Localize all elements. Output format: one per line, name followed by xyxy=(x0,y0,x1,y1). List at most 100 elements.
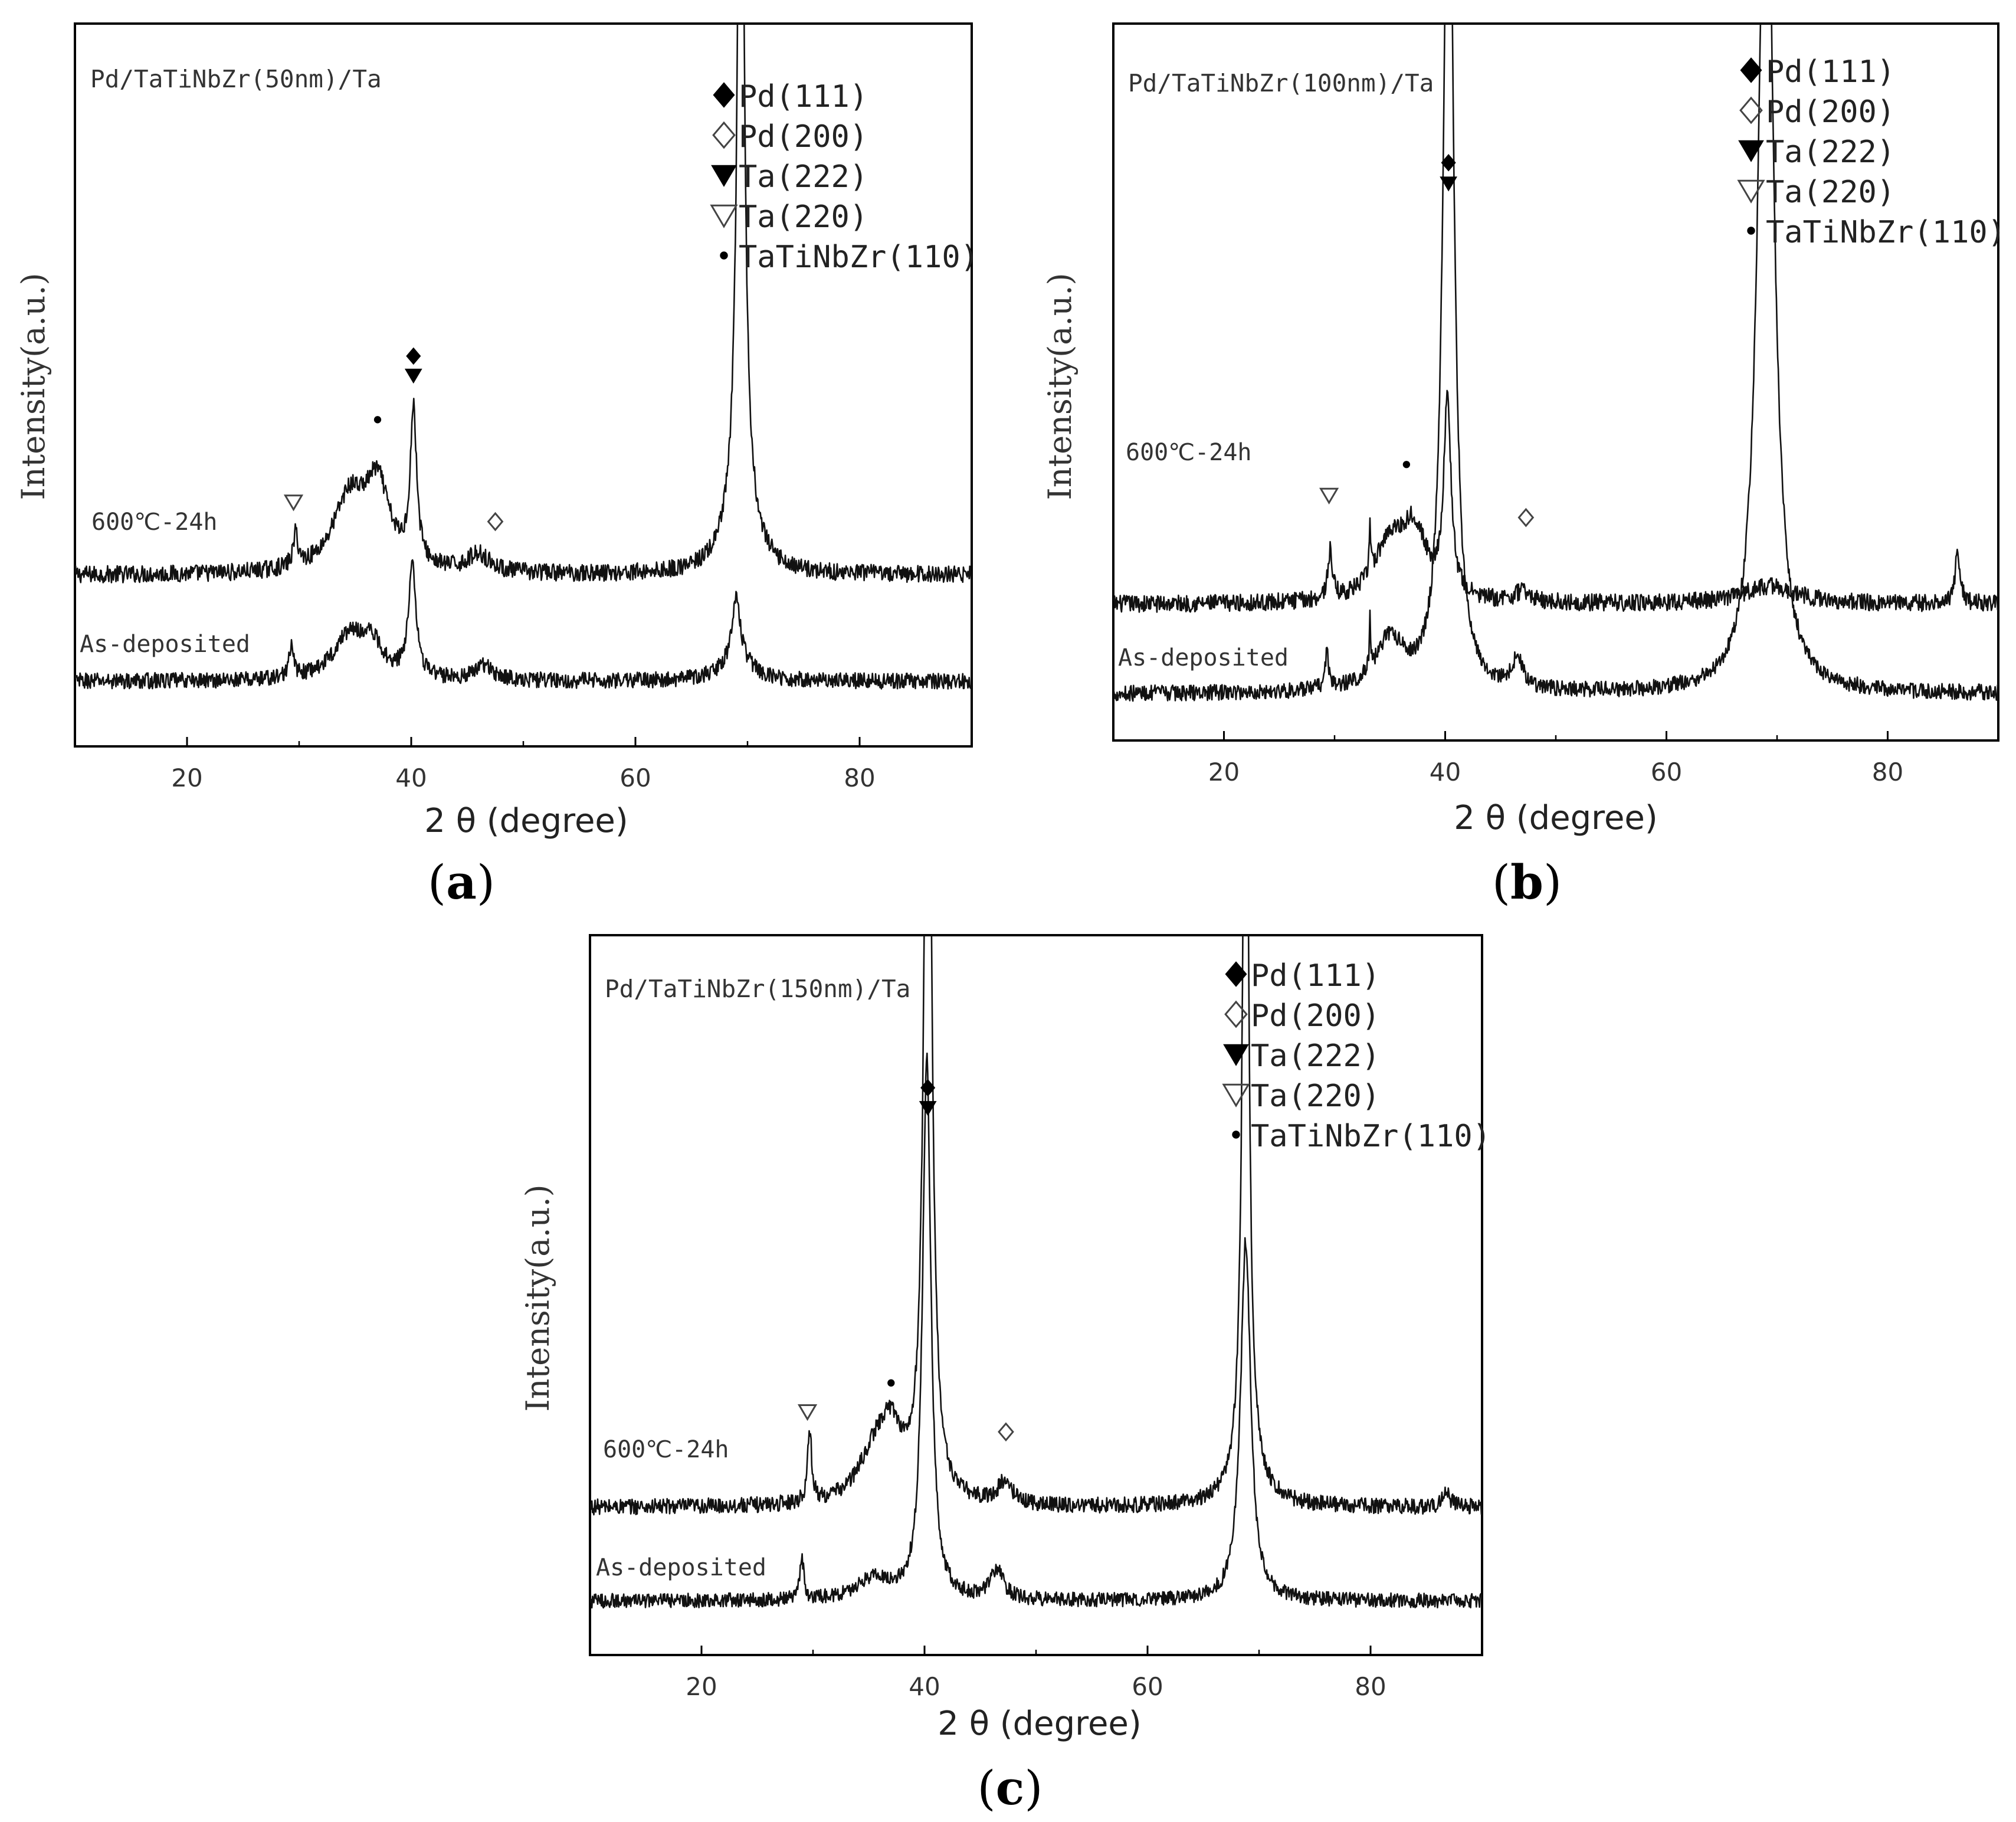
legend-label: Pd(111) xyxy=(1766,54,1895,90)
chart-title: Pd/TaTiNbZr(150nm)/Ta xyxy=(605,975,910,1003)
x-tick-label: 60 xyxy=(1132,1672,1163,1701)
legend-label: Ta(220) xyxy=(1251,1079,1380,1114)
x-tick-label: 20 xyxy=(686,1672,717,1701)
open-diamond-marker xyxy=(487,512,504,532)
open-diamond-legend-icon xyxy=(712,121,736,149)
legend-label: TaTiNbZr(110) xyxy=(1766,215,2006,250)
xrd-series-line xyxy=(1113,24,1998,702)
dot-legend-icon xyxy=(720,251,728,260)
filled-diamond-legend-icon xyxy=(713,82,735,108)
peak-annotations xyxy=(283,347,504,532)
dot-marker xyxy=(1402,461,1411,468)
open-diamond-marker xyxy=(998,1422,1014,1442)
caption-letter: c xyxy=(995,1760,1025,1816)
x-tick-label: 40 xyxy=(909,1672,940,1701)
open-triangle-down-marker xyxy=(283,494,304,512)
x-axis-label: 2 θ (degree) xyxy=(1454,799,1657,837)
x-tick-label: 80 xyxy=(1872,758,1903,787)
xrd-series-line xyxy=(75,559,972,690)
x-axis: 20 40 60 80 xyxy=(1112,731,1999,787)
caption-letter: b xyxy=(1510,854,1543,910)
series-label-as-deposited: As-deposited xyxy=(80,631,250,658)
panel-c-caption: (c) xyxy=(977,1760,1043,1816)
legend-label: TaTiNbZr(110) xyxy=(739,240,979,275)
x-tick-label: 80 xyxy=(1355,1672,1386,1701)
panel-a-caption: (a) xyxy=(427,854,496,910)
x-axis: 20 40 60 80 xyxy=(74,737,973,792)
x-axis-label: 2 θ (degree) xyxy=(937,1705,1141,1743)
series-label-as-deposited: As-deposited xyxy=(596,1554,766,1581)
open-triangle-down-legend-icon xyxy=(1222,1083,1250,1107)
series-layer xyxy=(75,24,972,690)
x-tick-label: 60 xyxy=(619,763,651,792)
dot-marker xyxy=(887,1379,895,1387)
legend-label: Ta(220) xyxy=(739,199,868,235)
legend-label: Ta(222) xyxy=(1251,1038,1380,1074)
peak-annotations xyxy=(1319,153,1535,527)
panel-b-caption: (b) xyxy=(1491,854,1562,910)
xrd-series-line xyxy=(590,935,1482,1516)
panel-c-chart: 20 40 60 80 Pd(111) Pd(200) Ta(222) Ta(220) TaT… xyxy=(519,934,1491,1743)
legend: Pd(111) Pd(200) Ta(222) Ta(220) TaTiNbZr(110… xyxy=(1222,958,1491,1154)
filled-diamond-marker xyxy=(1441,153,1456,172)
xrd-series-line xyxy=(590,1052,1482,1609)
dot-legend-icon xyxy=(1232,1130,1240,1139)
open-triangle-down-legend-icon xyxy=(1737,179,1765,204)
xrd-series-line xyxy=(75,24,972,584)
dot-marker xyxy=(373,416,382,424)
series-label-as-deposited: As-deposited xyxy=(1118,644,1289,671)
filled-triangle-down-legend-icon xyxy=(1738,140,1764,162)
legend-label: Pd(200) xyxy=(739,119,868,155)
x-axis-label: 2 θ (degree) xyxy=(424,802,628,840)
open-triangle-down-marker xyxy=(797,1404,818,1421)
filled-triangle-down-marker xyxy=(919,1101,937,1116)
y-axis-label: Intensity(a.u.) xyxy=(1041,273,1079,500)
filled-triangle-down-legend-icon xyxy=(1223,1044,1249,1066)
open-diamond-legend-icon xyxy=(1739,96,1763,124)
legend-label: Ta(222) xyxy=(1766,135,1895,170)
chart-title: Pd/TaTiNbZr(100nm)/Ta xyxy=(1128,69,1434,97)
series-label-annealed: 600℃-24h xyxy=(91,509,218,536)
series-layer xyxy=(590,935,1482,1609)
filled-diamond-legend-icon xyxy=(1740,57,1762,83)
x-tick-label: 20 xyxy=(171,763,202,792)
open-triangle-down-legend-icon xyxy=(710,204,738,228)
x-axis: 20 40 60 80 xyxy=(589,1646,1483,1701)
x-tick-label: 20 xyxy=(1208,758,1240,787)
filled-diamond-legend-icon xyxy=(1225,961,1247,987)
filled-triangle-down-marker xyxy=(1440,176,1457,192)
caption-letter: a xyxy=(446,854,477,910)
legend-label: Ta(220) xyxy=(1766,175,1895,210)
filled-diamond-marker xyxy=(920,1079,936,1097)
legend-label: Pd(200) xyxy=(1766,94,1895,130)
open-triangle-down-marker xyxy=(1319,487,1339,505)
x-tick-label: 80 xyxy=(844,763,875,792)
plot-frame xyxy=(1112,22,1999,742)
filled-triangle-down-legend-icon xyxy=(711,165,737,187)
series-layer xyxy=(1113,24,1998,702)
open-diamond-legend-icon xyxy=(1224,1000,1248,1028)
series-label-annealed: 600℃-24h xyxy=(1126,439,1252,466)
filled-diamond-marker xyxy=(406,347,421,365)
legend-label: Pd(200) xyxy=(1251,998,1380,1034)
peak-annotations xyxy=(797,1079,1014,1442)
legend-label: TaTiNbZr(110) xyxy=(1251,1119,1491,1154)
series-label-annealed: 600℃-24h xyxy=(603,1436,729,1463)
legend: Pd(111) Pd(200) Ta(222) Ta(220) TaTiNbZr(110… xyxy=(710,79,979,275)
y-axis-label: Intensity(a.u.) xyxy=(519,1184,556,1411)
xrd-series-line xyxy=(1113,389,1998,613)
x-tick-label: 40 xyxy=(1430,758,1461,787)
x-tick-label: 60 xyxy=(1651,758,1682,787)
panel-a-chart: 20 40 60 80 Pd(111) Pd(200) Ta(222) Ta(220) TaT… xyxy=(15,22,979,840)
chart-title: Pd/TaTiNbZr(50nm)/Ta xyxy=(90,65,382,93)
legend: Pd(111) Pd(200) Ta(222) Ta(220) TaTiNbZr(110… xyxy=(1737,54,2006,250)
dot-legend-icon xyxy=(1747,227,1755,235)
legend-label: Pd(111) xyxy=(1251,958,1380,994)
filled-triangle-down-marker xyxy=(404,368,422,384)
legend-label: Pd(111) xyxy=(739,79,868,114)
y-axis-label: Intensity(a.u.) xyxy=(15,273,52,500)
legend-label: Ta(222) xyxy=(739,159,868,195)
x-tick-label: 40 xyxy=(395,763,427,792)
panel-b-chart: 20 40 60 80 Pd(111) Pd(200) Ta(222) Ta(220) TaT… xyxy=(1041,22,2006,837)
